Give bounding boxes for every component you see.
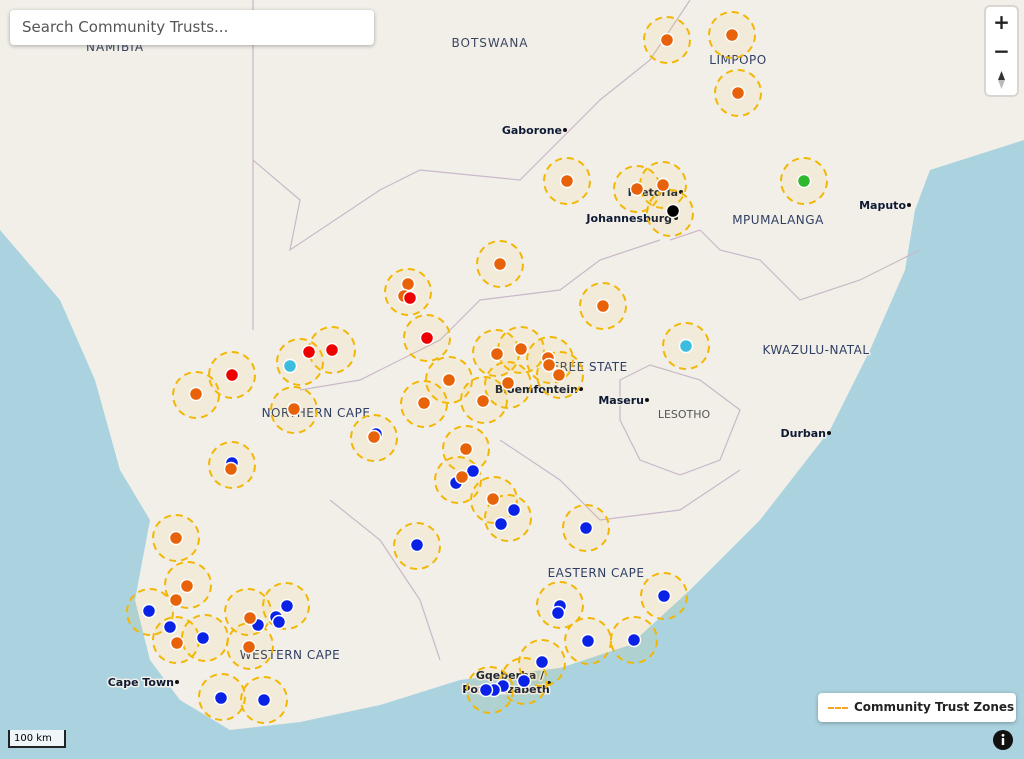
borders (252, 0, 921, 661)
trust-marker[interactable] (213, 690, 229, 706)
trust-marker[interactable] (256, 692, 272, 708)
legend-label: Community Trust Zones (854, 700, 1015, 714)
trust-marker[interactable] (730, 85, 746, 101)
trust-marker[interactable] (141, 603, 157, 619)
trust-marker[interactable] (179, 578, 195, 594)
trust-marker[interactable] (551, 367, 567, 383)
zoom-out-button[interactable]: − (987, 37, 1016, 65)
trust-marker[interactable] (489, 346, 505, 362)
trust-marker[interactable] (626, 632, 642, 648)
trust-marker[interactable] (550, 605, 566, 621)
trust-marker[interactable] (400, 276, 416, 292)
trust-marker[interactable] (224, 367, 240, 383)
trust-marker[interactable] (195, 630, 211, 646)
trust-marker[interactable] (559, 173, 575, 189)
search-box[interactable]: Search Community Trusts... (10, 10, 374, 45)
trust-marker[interactable] (402, 290, 418, 306)
trust-marker[interactable] (485, 491, 501, 507)
trust-marker[interactable] (506, 502, 522, 518)
trust-marker[interactable] (282, 358, 298, 374)
trust-marker[interactable] (724, 27, 740, 43)
trust-marker[interactable] (168, 530, 184, 546)
trust-marker[interactable] (475, 393, 491, 409)
legend: Community Trust Zones (818, 693, 1016, 722)
city-label: Maseru (598, 394, 644, 407)
trust-marker[interactable] (516, 673, 532, 689)
trust-marker[interactable] (655, 177, 671, 193)
trust-marker[interactable] (409, 537, 425, 553)
trust-marker[interactable] (324, 342, 340, 358)
trust-marker[interactable] (286, 401, 302, 417)
city-label: Durban (780, 427, 826, 440)
trust-marker[interactable] (492, 256, 508, 272)
trust-marker[interactable] (441, 372, 457, 388)
trust-marker[interactable] (241, 639, 257, 655)
info-button[interactable] (992, 729, 1014, 751)
region-label: WESTERN CAPE (240, 648, 341, 662)
trust-marker[interactable] (366, 429, 382, 445)
trust-markers (141, 27, 812, 708)
trust-marker[interactable] (493, 516, 509, 532)
trust-marker[interactable] (419, 330, 435, 346)
trust-marker[interactable] (458, 441, 474, 457)
region-label: FREE STATE (552, 360, 627, 374)
trust-marker[interactable] (454, 469, 470, 485)
trust-marker[interactable] (242, 610, 258, 626)
trust-marker[interactable] (169, 635, 185, 651)
trust-marker[interactable] (629, 181, 645, 197)
trust-marker[interactable] (271, 614, 287, 630)
legend-swatch (828, 706, 848, 709)
region-label: EASTERN CAPE (548, 566, 645, 580)
city-label: Maputo (859, 199, 906, 212)
region-label: LIMPOPO (709, 53, 766, 67)
trust-marker[interactable] (301, 344, 317, 360)
trust-marker[interactable] (656, 588, 672, 604)
city-label: Cape Town (108, 676, 174, 689)
trust-zone (276, 338, 324, 386)
compass-button[interactable] (987, 66, 1016, 94)
trust-marker[interactable] (796, 173, 812, 189)
city-label: Bloemfontein (495, 383, 578, 396)
region-label: KWAZULU-NATAL (762, 343, 869, 357)
trust-marker[interactable] (416, 395, 432, 411)
country-label: LESOTHO (658, 408, 711, 421)
trust-marker[interactable] (659, 32, 675, 48)
trust-marker[interactable] (478, 682, 494, 698)
trust-marker[interactable] (500, 375, 516, 391)
zoom-in-button[interactable]: + (987, 8, 1016, 36)
city-label: Johannesburg (585, 212, 672, 225)
trust-marker[interactable] (534, 654, 550, 670)
scale-bar: 100 km (8, 730, 66, 748)
ocean (0, 140, 1024, 759)
trust-marker[interactable] (595, 298, 611, 314)
trust-marker[interactable] (279, 598, 295, 614)
trust-marker[interactable] (223, 461, 239, 477)
trust-marker[interactable] (541, 357, 557, 373)
trust-marker[interactable] (665, 203, 681, 219)
trust-marker[interactable] (465, 463, 481, 479)
trust-marker[interactable] (513, 341, 529, 357)
trust-marker[interactable] (168, 592, 184, 608)
trust-marker[interactable] (678, 338, 694, 354)
region-label: MPUMALANGA (732, 213, 824, 227)
trust-marker[interactable] (578, 520, 594, 536)
trust-marker[interactable] (162, 619, 178, 635)
trust-marker[interactable] (188, 386, 204, 402)
city-label: Gaborone (502, 124, 562, 137)
trust-marker[interactable] (580, 633, 596, 649)
country-label: BOTSWANA (451, 36, 528, 50)
